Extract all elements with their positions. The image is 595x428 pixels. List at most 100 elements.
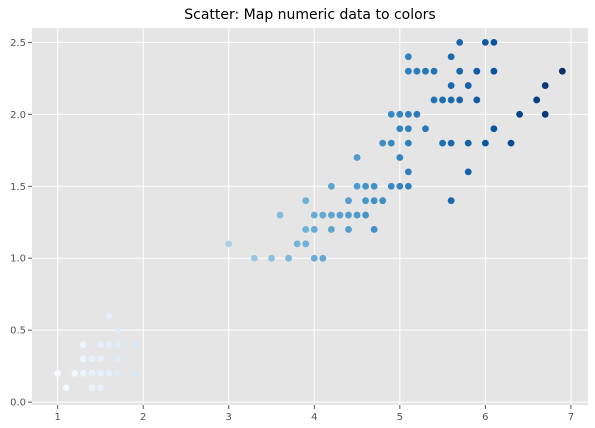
scatter-point [131, 341, 139, 348]
scatter-point [362, 197, 369, 205]
y-tick-label: 0.5 [10, 326, 26, 337]
x-axis-ticks: 1 2 3 4 5 6 7 [54, 405, 574, 423]
scatter-point [379, 197, 387, 205]
scatter-point [302, 226, 310, 233]
scatter-point [541, 110, 549, 118]
scatter-point [353, 182, 361, 190]
scatter-point [114, 341, 121, 348]
scatter-point [362, 182, 369, 190]
scatter-point [404, 67, 412, 75]
scatter-point [464, 82, 472, 89]
scatter-point [88, 384, 96, 392]
scatter-point [54, 369, 62, 377]
scatter-point [97, 355, 104, 363]
scatter-point [558, 67, 566, 75]
scatter-point [456, 67, 464, 75]
scatter-point [516, 110, 523, 118]
scatter-point [404, 139, 412, 147]
scatter-point [310, 254, 318, 262]
x-tick-label: 7 [568, 412, 574, 423]
y-tick-label: 0.0 [10, 398, 26, 409]
x-tick-label: 4 [311, 412, 317, 423]
scatter-point [422, 125, 429, 133]
scatter-point [79, 355, 87, 363]
scatter-point [490, 125, 498, 133]
scatter-point [430, 67, 438, 75]
scatter-point [105, 341, 113, 348]
scatter-point [370, 182, 378, 190]
scatter-point [396, 125, 404, 133]
scatter-point [387, 110, 395, 118]
scatter-point [379, 139, 387, 147]
scatter-point [327, 182, 335, 190]
x-tick-label: 6 [482, 412, 488, 423]
scatter-point [404, 110, 412, 118]
scatter-point [105, 312, 113, 320]
scatter-point [62, 384, 70, 392]
scatter-point [79, 341, 87, 348]
scatter-point [353, 211, 361, 219]
chart-title: Scatter: Map numeric data to colors [184, 7, 435, 23]
x-tick-label: 3 [226, 412, 232, 423]
scatter-point [464, 168, 472, 176]
scatter-point [456, 38, 464, 46]
scatter-point [490, 38, 498, 46]
scatter-point [481, 139, 489, 147]
scatter-point [105, 369, 113, 377]
x-tick-label: 5 [397, 412, 403, 423]
scatter-point [114, 369, 121, 377]
scatter-point [541, 82, 549, 89]
scatter-point [131, 369, 139, 377]
scatter-point [447, 82, 455, 89]
scatter-point [353, 154, 361, 161]
scatter-point [336, 211, 344, 219]
scatter-point [268, 254, 275, 262]
scatter-point [345, 211, 352, 219]
scatter-point [319, 211, 327, 219]
scatter-point [413, 67, 421, 75]
scatter-point [370, 197, 378, 205]
scatter-point [293, 240, 301, 248]
scatter-point [396, 154, 404, 161]
scatter-point [79, 369, 87, 377]
scatter-point [481, 38, 489, 46]
scatter-point [319, 254, 327, 262]
scatter-point [327, 226, 335, 233]
scatter-point [439, 139, 446, 147]
scatter-point [362, 211, 369, 219]
scatter-point [396, 182, 404, 190]
scatter-point [251, 254, 258, 262]
scatter-point [276, 211, 284, 219]
scatter-point [345, 226, 352, 233]
scatter-point [327, 211, 335, 219]
scatter-point [490, 67, 498, 75]
y-tick-label: 2.0 [10, 110, 26, 121]
scatter-point [310, 226, 318, 233]
scatter-point [225, 240, 233, 248]
scatter-point [396, 110, 404, 118]
scatter-point [404, 182, 412, 190]
scatter-point [71, 369, 79, 377]
y-tick-label: 2.5 [10, 38, 26, 49]
scatter-point [302, 197, 310, 205]
scatter-point [88, 355, 96, 363]
scatter-point [413, 110, 421, 118]
plot-background [32, 28, 588, 405]
scatter-point [439, 96, 446, 104]
scatter-point [310, 211, 318, 219]
scatter-point [97, 384, 104, 392]
scatter-point [285, 254, 293, 262]
scatter-point [404, 53, 412, 61]
scatter-point [387, 182, 395, 190]
scatter-point [533, 96, 541, 104]
x-tick-label: 1 [54, 412, 60, 423]
scatter-point [97, 341, 104, 348]
scatter-point [370, 226, 378, 233]
scatter-point [114, 355, 121, 363]
scatter-point [473, 96, 481, 104]
scatter-point [114, 326, 121, 334]
scatter-point [404, 125, 412, 133]
scatter-point [404, 168, 412, 176]
scatter-points [54, 38, 566, 392]
